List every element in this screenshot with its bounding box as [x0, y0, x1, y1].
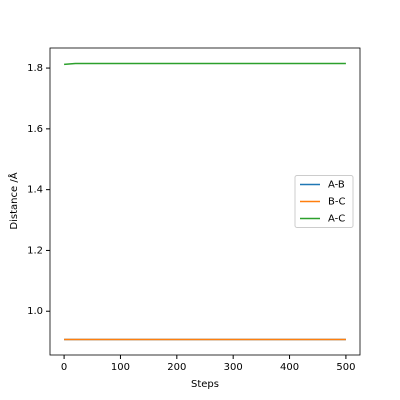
y-tick-label: 1.0	[27, 306, 43, 317]
y-tick-label: 1.6	[27, 124, 43, 135]
legend-box	[294, 175, 354, 228]
x-tick-label: 0	[61, 362, 67, 373]
y-axis-label: Distance /Å	[7, 172, 20, 229]
x-tick-label: 400	[280, 362, 299, 373]
y-tick-label: 1.2	[27, 245, 43, 256]
x-tick-label: 300	[224, 362, 243, 373]
data-line	[64, 62, 346, 66]
plot-frame	[49, 47, 361, 356]
x-axis-label: Steps	[191, 379, 219, 390]
y-tick-label: 1.8	[27, 63, 43, 74]
legend-label: A-C	[328, 214, 345, 225]
legend-label: A-B	[328, 180, 345, 191]
y-tick-label: 1.4	[27, 185, 43, 196]
legend-label: B-C	[328, 197, 345, 208]
x-tick-label: 200	[167, 362, 186, 373]
x-tick-label: 100	[111, 362, 130, 373]
x-tick-label: 500	[336, 362, 355, 373]
